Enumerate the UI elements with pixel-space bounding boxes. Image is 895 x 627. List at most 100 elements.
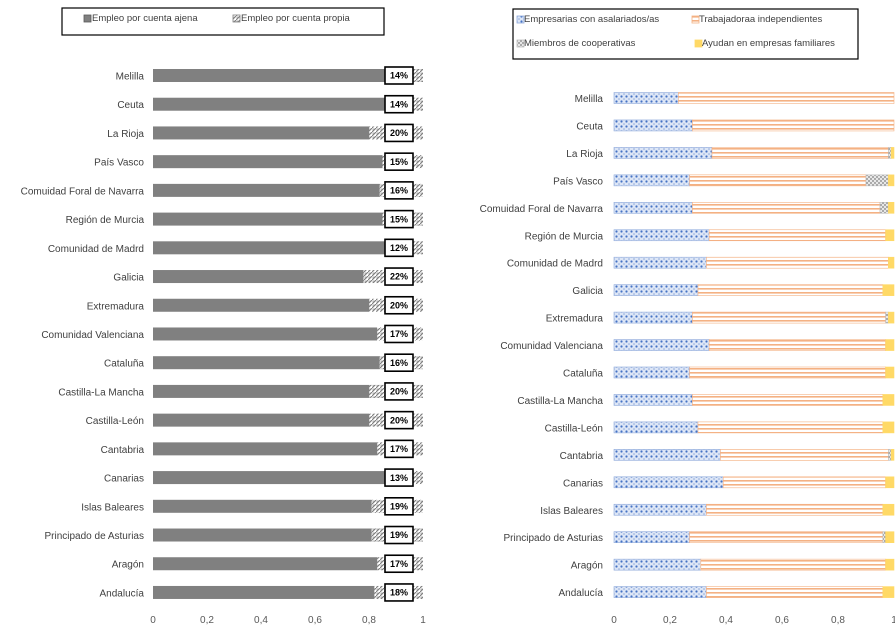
category-label-extremadura: Extremadura <box>87 301 145 312</box>
category-label-melilla: Melilla <box>116 72 145 83</box>
bar-empresarias-con-asalariados-as-pais-vasco <box>613 174 690 187</box>
category-label-la-rioja: La Rioja <box>107 129 144 140</box>
bar-ayudan-en-empresas-familiares-cantabria <box>890 449 895 461</box>
bar-trabajadoraa-independientes-ceuta <box>692 119 895 132</box>
bar-trabajadoraa-independientes-cataluna <box>689 366 886 379</box>
bar-ayudan-en-empresas-familiares-pais-vasco <box>888 174 895 187</box>
legend-swatch-trabajadoraa-independientes <box>691 15 700 24</box>
bar-empleo-por-cuenta-ajena-region-de-murcia <box>153 212 383 226</box>
bar-empresarias-con-asalariados-as-andalucia <box>613 586 707 598</box>
legend-swatch-ayudan-en-empresas-familiares <box>694 39 703 48</box>
category-label-pais-vasco: País Vasco <box>553 176 603 187</box>
bar-empleo-por-cuenta-ajena-la-rioja <box>153 126 369 140</box>
data-label-box-castilla-la-mancha <box>384 382 414 401</box>
bar-miembros-de-cooperativas-principado-de-asturias <box>882 531 886 544</box>
category-label-castilla-la-mancha: Castilla-La Mancha <box>58 387 144 398</box>
bar-ayudan-en-empresas-familiares-cataluna <box>885 366 895 379</box>
data-label-box-castilla-leon <box>384 410 414 430</box>
category-label-castilla-leon: Castilla-León <box>86 416 144 427</box>
category-label-comunidad-valenciana: Comunidad Valenciana <box>500 341 603 352</box>
category-label-galicia: Galicia <box>572 286 603 297</box>
x-tick-4: 0,8 <box>831 615 845 626</box>
x-tick-1: 0,2 <box>200 615 214 626</box>
category-label-islas-baleares: Islas Baleares <box>81 502 144 513</box>
bar-empresarias-con-asalariados-as-comunidad-de-madrd <box>613 256 707 269</box>
category-label-region-de-murcia: Región de Murcia <box>66 215 145 226</box>
bar-trabajadoraa-independientes-comunidad-de-madrd <box>706 256 889 269</box>
category-label-castilla-la-mancha: Castilla-La Mancha <box>517 396 603 407</box>
category-label-la-rioja: La Rioja <box>566 149 603 160</box>
data-label-box-cantabria <box>384 439 414 459</box>
right-chart: Empresarias con asalariados/as Trabajador… <box>480 8 895 626</box>
category-label-islas-baleares: Islas Baleares <box>540 506 603 517</box>
bar-trabajadoraa-independientes-principado-de-asturias <box>689 531 884 544</box>
bar-trabajadoraa-independientes-aragon <box>700 558 886 571</box>
legend-swatch-empleo-por-cuenta-ajena <box>83 14 92 23</box>
bar-ayudan-en-empresas-familiares-galicia <box>882 284 895 296</box>
data-label-box-canarias <box>384 468 414 487</box>
bar-ayudan-en-empresas-familiares-extremadura <box>888 311 895 324</box>
bar-empresarias-con-asalariados-as-comunidad-valenciana <box>613 339 710 351</box>
bar-empleo-por-cuenta-ajena-pais-vasco <box>153 155 383 169</box>
bar-empresarias-con-asalariados-as-comuidad-foral-de-navarra <box>613 202 693 214</box>
bar-ayudan-en-empresas-familiares-castilla-la-mancha <box>882 394 895 406</box>
bar-empresarias-con-asalariados-as-principado-de-asturias <box>613 531 690 544</box>
bar-empleo-por-cuenta-ajena-comuidad-foral-de-navarra <box>153 183 380 197</box>
x-tick-5: 1 <box>420 615 426 626</box>
data-label-region-de-murcia: 15% <box>390 214 408 224</box>
bar-ayudan-en-empresas-familiares-comunidad-de-madrd <box>888 256 895 269</box>
bar-trabajadoraa-independientes-comuidad-foral-de-navarra <box>692 202 881 214</box>
data-label-box-islas-baleares <box>384 496 414 516</box>
bar-empleo-por-cuenta-ajena-islas-baleares <box>153 499 372 513</box>
bar-empresarias-con-asalariados-as-castilla-leon <box>613 421 699 434</box>
legend-label-empleo-por-cuenta-propia: Empleo por cuenta propia <box>241 13 351 24</box>
legend: Empleo por cuenta ajena Empleo por cuenta… <box>61 7 385 36</box>
bar-trabajadoraa-independientes-canarias <box>722 476 886 489</box>
bar-trabajadoraa-independientes-pais-vasco <box>689 174 867 187</box>
bar-trabajadoraa-independientes-cantabria <box>720 449 889 461</box>
bar-empleo-por-cuenta-ajena-andalucia <box>153 585 375 599</box>
bar-ayudan-en-empresas-familiares-castilla-leon <box>882 421 895 434</box>
legend-label-ayudan-en-empresas-familiares: Ayudan en empresas familiares <box>702 38 835 49</box>
bar-ayudan-en-empresas-familiares-comuidad-foral-de-navarra <box>888 202 895 214</box>
bar-empleo-por-cuenta-ajena-comunidad-de-madrd <box>153 241 391 255</box>
category-label-cataluna: Cataluña <box>563 369 603 380</box>
bar-ayudan-en-empresas-familiares-la-rioja <box>890 147 895 159</box>
bar-empleo-por-cuenta-ajena-ceuta <box>153 97 386 111</box>
bar-empresarias-con-asalariados-as-galicia <box>613 284 699 296</box>
data-label-comunidad-valenciana: 17% <box>390 329 408 339</box>
legend-label-empresarias-con-asalariados-as: Empresarias con asalariados/as <box>524 14 659 25</box>
category-label-cantabria: Cantabria <box>560 451 604 462</box>
data-label-box-andalucia <box>384 583 414 602</box>
category-label-region-de-murcia: Región de Murcia <box>525 231 604 242</box>
bar-empresarias-con-asalariados-as-ceuta <box>613 119 693 132</box>
data-label-box-la-rioja <box>384 123 414 143</box>
x-tick-0: 0 <box>150 615 156 626</box>
x-tick-2: 0,4 <box>254 615 268 626</box>
bar-empresarias-con-asalariados-as-aragon <box>613 558 702 571</box>
bar-empresarias-con-asalariados-as-islas-baleares <box>613 503 707 516</box>
bar-empleo-por-cuenta-ajena-cataluna <box>153 356 380 370</box>
data-label-andalucia: 18% <box>390 588 408 598</box>
bar-trabajadoraa-independientes-melilla <box>678 92 895 104</box>
left-chart: Empleo por cuenta ajena Empleo por cuenta… <box>21 7 426 626</box>
bar-empresarias-con-asalariados-as-cataluna <box>613 366 690 379</box>
legend-label-miembros-de-cooperativas: Miembros de cooperativas <box>524 38 636 49</box>
bar-miembros-de-cooperativas-extremadura <box>885 311 889 324</box>
bar-trabajadoraa-independientes-andalucia <box>706 586 884 598</box>
bar-empleo-por-cuenta-ajena-melilla <box>153 69 386 82</box>
bar-empleo-por-cuenta-ajena-castilla-leon <box>153 413 369 427</box>
data-label-box-extremadura <box>384 295 414 315</box>
data-label-box-pais-vasco <box>384 152 414 171</box>
category-label-aragon: Aragón <box>571 561 603 572</box>
data-label-extremadura: 20% <box>390 300 408 310</box>
bar-trabajadoraa-independientes-islas-baleares <box>706 503 884 516</box>
data-label-box-melilla <box>384 66 414 85</box>
category-label-comuidad-foral-de-navarra: Comuidad Foral de Navarra <box>480 204 604 215</box>
bar-ayudan-en-empresas-familiares-comunidad-valenciana <box>885 339 895 351</box>
bar-empresarias-con-asalariados-as-cantabria <box>613 449 721 461</box>
category-label-principado-de-asturias: Principado de Asturias <box>503 533 603 544</box>
data-label-box-region-de-murcia <box>384 209 414 229</box>
legend-label-empleo-por-cuenta-ajena: Empleo por cuenta ajena <box>92 13 198 24</box>
